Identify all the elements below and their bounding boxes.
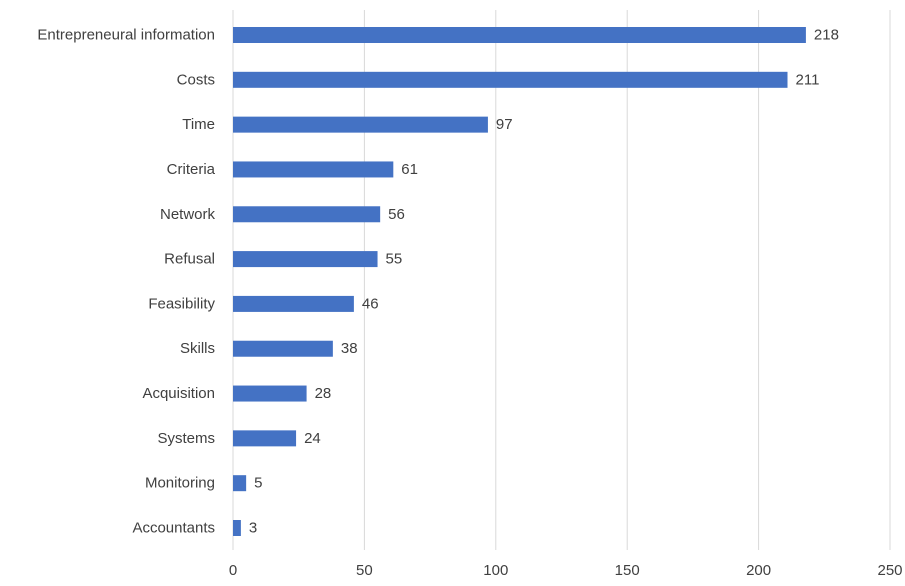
bar bbox=[233, 295, 354, 312]
bar bbox=[233, 340, 333, 357]
bar bbox=[233, 71, 788, 88]
data-label: 24 bbox=[304, 430, 321, 447]
x-tick-label: 0 bbox=[229, 562, 237, 579]
x-tick-label: 150 bbox=[615, 562, 640, 579]
category-label: Refusal bbox=[164, 251, 215, 268]
data-label: 56 bbox=[388, 206, 405, 223]
bars bbox=[233, 27, 806, 536]
category-label: Skills bbox=[180, 340, 215, 357]
data-label: 218 bbox=[814, 27, 839, 44]
category-label: Acquisition bbox=[142, 385, 215, 402]
data-labels: 218 211 97 61 56 55 46 38 28 24 5 3 bbox=[249, 27, 839, 537]
x-tick-label: 200 bbox=[746, 562, 771, 579]
data-label: 5 bbox=[254, 475, 262, 492]
category-label: Systems bbox=[157, 430, 215, 447]
category-label: Costs bbox=[177, 71, 215, 88]
bar bbox=[233, 251, 378, 268]
bar bbox=[233, 475, 247, 492]
category-label: Network bbox=[160, 206, 216, 223]
category-label: Feasibility bbox=[148, 295, 215, 312]
data-label: 46 bbox=[362, 295, 379, 312]
x-tick-label: 100 bbox=[483, 562, 508, 579]
data-label: 38 bbox=[341, 340, 358, 357]
bar bbox=[233, 385, 307, 402]
category-label: Time bbox=[182, 116, 215, 133]
category-label: Monitoring bbox=[145, 475, 215, 492]
category-label: Entrepreneural information bbox=[37, 27, 215, 44]
data-label: 61 bbox=[401, 161, 418, 178]
x-axis-tick-labels: 0 50 100 150 200 250 bbox=[229, 562, 903, 579]
category-label: Accountants bbox=[132, 520, 215, 537]
data-label: 55 bbox=[386, 251, 403, 268]
bar bbox=[233, 430, 297, 447]
bar bbox=[233, 161, 394, 178]
x-tick-label: 250 bbox=[877, 562, 902, 579]
bar bbox=[233, 27, 806, 43]
data-label: 211 bbox=[796, 71, 820, 88]
gridlines bbox=[232, 10, 891, 550]
x-tick-label: 50 bbox=[356, 562, 373, 579]
category-labels: Entrepreneural information Costs Time Crite… bbox=[37, 27, 215, 537]
bar bbox=[233, 520, 241, 536]
category-label: Criteria bbox=[167, 161, 216, 178]
bar bbox=[233, 116, 488, 133]
data-label: 28 bbox=[315, 385, 332, 402]
data-label: 97 bbox=[496, 116, 513, 133]
bar bbox=[233, 206, 381, 223]
data-label: 3 bbox=[249, 520, 257, 537]
